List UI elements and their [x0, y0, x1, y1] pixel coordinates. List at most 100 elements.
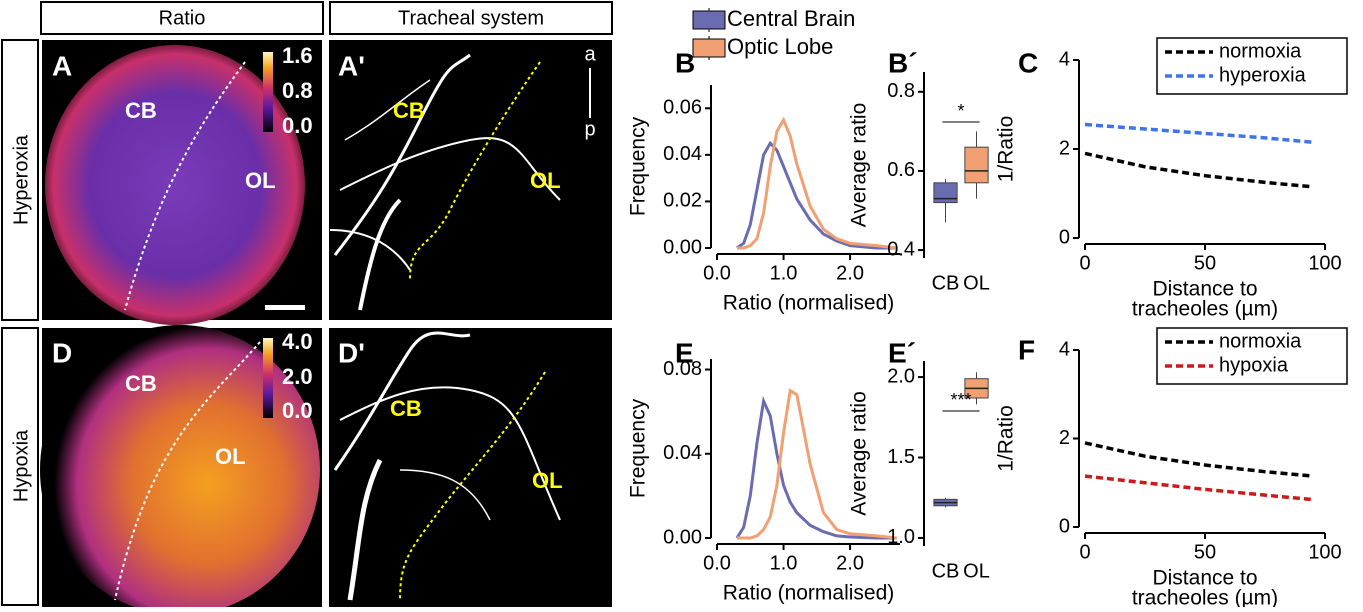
- y-tick-label: 4: [1059, 48, 1070, 70]
- y-tick-label: 0.00: [663, 526, 702, 548]
- series-line: [736, 388, 897, 540]
- legend-label: hyperoxia: [1219, 64, 1307, 86]
- x-axis-label: tracheoles (µm): [1132, 587, 1278, 607]
- tissue: [45, 45, 305, 325]
- y-tick-label: 2: [1059, 137, 1070, 159]
- tracheae: [329, 53, 561, 311]
- panel-letter: B: [675, 47, 695, 78]
- panel-letter: D': [338, 337, 365, 368]
- x-tick-label: 0: [1079, 252, 1090, 274]
- y-axis-label: 1/Ratio: [995, 405, 1018, 472]
- boundary: [124, 61, 246, 311]
- x-tick-label: 100: [1308, 252, 1341, 274]
- series-line: [1084, 474, 1314, 502]
- x-tick-label: OL: [963, 560, 990, 582]
- series-line: [736, 140, 897, 250]
- y-axis-label: Frequency: [627, 398, 650, 498]
- y-tick-label: 0.02: [663, 190, 702, 212]
- axis-arrow-label: p: [584, 118, 595, 140]
- panel-letter: C: [1018, 47, 1038, 78]
- x-axis-label: Ratio (normalised): [723, 582, 895, 605]
- colorbar-label: 2.0: [282, 364, 313, 389]
- series-line: [1084, 122, 1314, 145]
- y-tick-label: 0: [1059, 515, 1070, 537]
- x-tick-label: 0: [1079, 541, 1090, 563]
- colorbar-label: 4.0: [282, 329, 313, 354]
- x-tick-label: 2.0: [836, 262, 864, 284]
- y-tick-label: 1.0: [887, 526, 915, 548]
- x-tick-label: 50: [1194, 541, 1216, 563]
- header-box: [329, 1, 613, 35]
- y-axis-label: 1/Ratio: [995, 116, 1018, 183]
- y-tick-label: 2.0: [887, 365, 915, 387]
- y-tick-label: 0.08: [663, 358, 702, 380]
- legend-swatch: [692, 38, 726, 58]
- image-panel: [329, 328, 612, 607]
- y-tick-label: 0.4: [887, 238, 915, 260]
- box: [933, 182, 958, 204]
- x-tick-label: 0.0: [703, 262, 731, 284]
- panel-letter: E: [675, 337, 694, 368]
- panel-letter: A': [338, 50, 365, 81]
- legend-swatch: [692, 10, 726, 30]
- tissue: [40, 325, 320, 612]
- x-axis-label: Ratio (normalised): [723, 292, 895, 315]
- series-line: [735, 395, 897, 540]
- header-box: [40, 1, 324, 35]
- region-label: CB: [390, 396, 422, 421]
- row-box: [1, 327, 39, 606]
- y-tick-label: 2: [1059, 427, 1070, 449]
- series-line: [736, 116, 897, 250]
- legend-label: Central Brain: [727, 6, 855, 31]
- region-label: CB: [125, 98, 157, 123]
- region-label: OL: [530, 168, 561, 193]
- legend-label: Optic Lobe: [727, 34, 833, 59]
- x-tick-label: 1.0: [770, 262, 798, 284]
- x-axis-label: Distance to: [1152, 567, 1257, 590]
- colorbar-label: 0.8: [282, 78, 313, 103]
- boundary: [399, 371, 546, 601]
- y-tick-label: 4: [1059, 338, 1070, 360]
- legend-box: [1156, 37, 1348, 95]
- scale-bar: [265, 305, 305, 310]
- colorbar: [263, 338, 273, 418]
- x-axis-label: Distance to: [1152, 278, 1257, 301]
- x-tick-label: CB: [932, 560, 960, 582]
- y-axis-label: Average ratio: [848, 103, 871, 228]
- box: [964, 146, 989, 184]
- legend-label: normoxia: [1219, 40, 1302, 62]
- y-tick-label: 0.04: [663, 442, 702, 464]
- significance: ***: [950, 390, 971, 410]
- x-tick-label: 2.0: [836, 552, 864, 574]
- x-tick-label: 100: [1308, 541, 1341, 563]
- y-tick-label: 0.8: [887, 80, 915, 102]
- column-header: Tracheal system: [398, 7, 544, 29]
- x-tick-label: OL: [963, 272, 990, 294]
- colorbar: [263, 52, 273, 132]
- region-label: OL: [245, 168, 276, 193]
- series-line: [1084, 441, 1314, 478]
- region-label: OL: [215, 444, 246, 469]
- y-tick-label: 0: [1059, 226, 1070, 248]
- y-tick-label: 0.04: [663, 143, 702, 165]
- y-tick-label: 1.5: [887, 446, 915, 468]
- row-box: [1, 39, 39, 321]
- colorbar-label: 0.0: [282, 398, 313, 423]
- colorbar-label: 0.0: [282, 113, 313, 138]
- tracheae: [333, 331, 561, 601]
- x-axis-label: tracheoles (µm): [1132, 298, 1278, 321]
- image-panel: [329, 40, 612, 320]
- x-tick-label: 0.0: [703, 552, 731, 574]
- row-label: Hyperoxia: [10, 134, 32, 225]
- row-label: Hypoxia: [10, 429, 32, 502]
- panel-letter: B´: [888, 47, 918, 78]
- x-tick-label: CB: [932, 272, 960, 294]
- x-tick-label: 1.0: [770, 552, 798, 574]
- region-label: CB: [125, 371, 157, 396]
- panel-letter: F: [1018, 334, 1035, 365]
- legend-label: normoxia: [1219, 330, 1302, 352]
- boundary: [409, 61, 541, 281]
- legend-box: [1156, 327, 1348, 385]
